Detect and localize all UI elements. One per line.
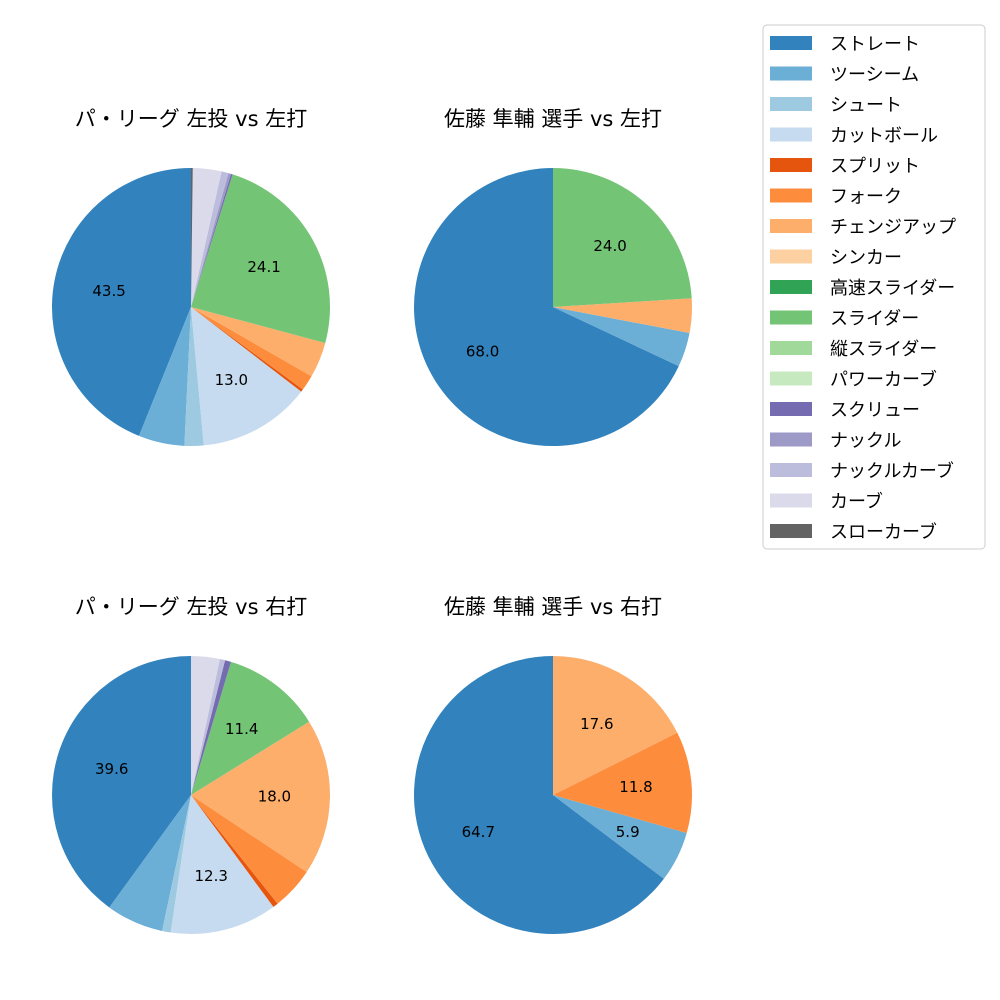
legend-label: スライダー bbox=[830, 309, 919, 330]
pie-slice bbox=[191, 795, 307, 904]
legend-label: シュート bbox=[830, 95, 902, 116]
pie-slice bbox=[553, 307, 690, 367]
legend-swatch bbox=[770, 341, 812, 355]
pie-slice bbox=[553, 167, 692, 307]
pie-chart-2: 佐藤 隼輔 選手 vs 左打 68.0 24.0 bbox=[413, 107, 693, 447]
legend-swatch bbox=[770, 493, 812, 508]
legend-swatch bbox=[770, 463, 812, 477]
pie-slice bbox=[191, 173, 231, 307]
pie-slice bbox=[51, 168, 191, 436]
legend-label: ツーシーム bbox=[830, 65, 919, 86]
pie-slice bbox=[52, 656, 191, 908]
pie-slice bbox=[109, 795, 191, 931]
pie-slice bbox=[553, 656, 678, 795]
pie-slice bbox=[191, 168, 222, 307]
pie-slice bbox=[162, 795, 191, 933]
pie-slice-label: 12.3 bbox=[194, 867, 227, 885]
legend-swatch bbox=[770, 188, 812, 203]
legend-swatch bbox=[770, 432, 812, 447]
legend-label: チェンジアップ bbox=[830, 217, 956, 238]
pie-slice-label: 11.8 bbox=[619, 778, 652, 796]
pie-slice bbox=[191, 171, 229, 307]
pie-slice-label: 13.0 bbox=[215, 371, 248, 389]
legend-label: ナックルカーブ bbox=[830, 460, 954, 482]
legend-label: スクリュー bbox=[830, 400, 920, 421]
pie-slice-label: 18.0 bbox=[258, 787, 291, 805]
pie-slice bbox=[170, 795, 274, 934]
pie-slice bbox=[191, 656, 220, 795]
legend-label: スプリット bbox=[830, 156, 920, 177]
legend-swatch bbox=[770, 524, 812, 538]
legend-frame bbox=[762, 24, 986, 550]
legend-swatch bbox=[770, 36, 812, 50]
pie-slice-label: 64.7 bbox=[462, 823, 495, 841]
legend-swatch bbox=[770, 249, 812, 264]
pie-slice bbox=[138, 307, 191, 446]
pie-slice-label: 24.0 bbox=[593, 237, 626, 255]
pie-slice bbox=[191, 307, 303, 392]
legend-label: パワーカーブ bbox=[830, 369, 937, 391]
pie-slice-label: 68.0 bbox=[466, 343, 499, 361]
pie-slice bbox=[191, 660, 232, 795]
pie-slice-label: 43.5 bbox=[92, 282, 125, 300]
legend-label: カーブ bbox=[830, 491, 883, 513]
pie-charts: パ・リーグ 左投 vs 左打 43.5 13.0 24.1 佐藤 隼輔 選手 vs 左打… bbox=[51, 107, 693, 935]
legend-swatch bbox=[770, 158, 812, 172]
pie-slice bbox=[191, 307, 312, 390]
pie-chart-4: 佐藤 隼輔 選手 vs 右打 64.7 5.9 11.8 17.6 bbox=[413, 595, 692, 935]
pie-title: パ・リーグ 左投 vs 右打 bbox=[75, 595, 307, 619]
pie-slice bbox=[191, 173, 233, 307]
pie-slice-label: 17.6 bbox=[580, 715, 613, 733]
legend-label: ストレート bbox=[830, 34, 920, 55]
pie-slice bbox=[191, 307, 326, 377]
legend-label: シンカー bbox=[830, 248, 902, 269]
pie-title: 佐藤 隼輔 選手 vs 左打 bbox=[444, 107, 662, 131]
legend-swatch bbox=[770, 127, 812, 142]
legend-swatch bbox=[770, 97, 812, 111]
pie-slice bbox=[191, 659, 226, 795]
legend-label: カットボール bbox=[830, 126, 938, 147]
pie-slice-label: 39.6 bbox=[95, 760, 128, 778]
pie-slice bbox=[553, 298, 693, 334]
pie-slice bbox=[413, 656, 664, 935]
legend-swatch bbox=[770, 219, 812, 233]
legend-label: 高速スライダー bbox=[830, 278, 955, 299]
pie-slice bbox=[191, 167, 193, 307]
legend-swatch bbox=[770, 280, 812, 294]
legend-label: 縦スライダー bbox=[830, 339, 937, 360]
legend: ストレートツーシームシュートカットボールスプリットフォークチェンジアップシンカー… bbox=[762, 24, 986, 550]
legend-swatch bbox=[770, 371, 812, 386]
pie-chart-1: パ・リーグ 左投 vs 左打 43.5 13.0 24.1 bbox=[51, 107, 330, 446]
pie-slice bbox=[191, 307, 302, 446]
pie-slice bbox=[413, 168, 679, 447]
pie-chart-3: パ・リーグ 左投 vs 右打 39.6 12.3 18.0 11.4 bbox=[52, 595, 330, 934]
legend-swatch bbox=[770, 310, 812, 325]
pie-slice bbox=[191, 795, 278, 907]
pie-slice-label: 11.4 bbox=[225, 720, 258, 738]
legend-swatch bbox=[770, 402, 812, 416]
pie-slice bbox=[191, 721, 330, 872]
pie-title: 佐藤 隼輔 選手 vs 右打 bbox=[444, 595, 662, 619]
pie-slice bbox=[553, 732, 692, 833]
pie-slice-label: 5.9 bbox=[616, 823, 640, 841]
legend-swatch bbox=[770, 66, 812, 81]
legend-label: フォーク bbox=[830, 187, 902, 208]
pie-slice bbox=[184, 307, 204, 446]
pie-slice-label: 24.1 bbox=[247, 258, 280, 276]
legend-label: ナックル bbox=[830, 431, 901, 452]
legend-label: スローカーブ bbox=[830, 521, 937, 543]
pie-slice bbox=[553, 795, 687, 879]
pie-slice bbox=[191, 661, 310, 795]
pie-slice bbox=[191, 174, 330, 343]
pie-title: パ・リーグ 左投 vs 左打 bbox=[75, 107, 307, 131]
